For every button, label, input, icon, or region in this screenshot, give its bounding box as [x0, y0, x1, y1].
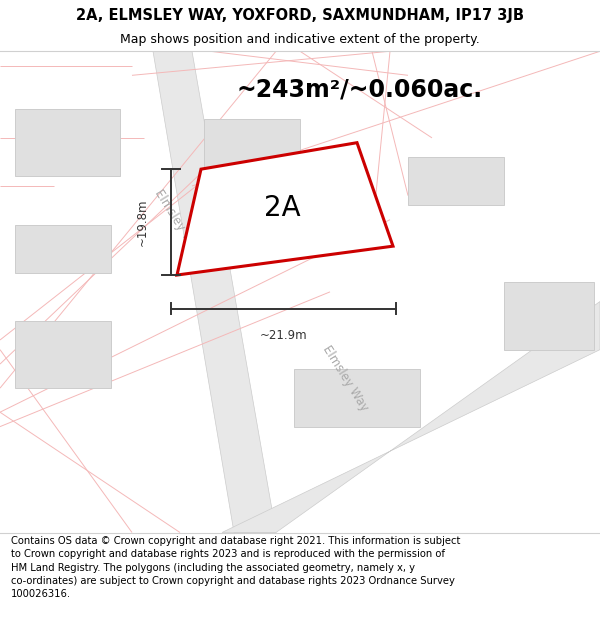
Polygon shape	[15, 109, 120, 176]
Text: 2A, ELMSLEY WAY, YOXFORD, SAXMUNDHAM, IP17 3JB: 2A, ELMSLEY WAY, YOXFORD, SAXMUNDHAM, IP…	[76, 8, 524, 23]
Polygon shape	[15, 224, 111, 272]
Polygon shape	[504, 282, 594, 349]
Polygon shape	[177, 142, 393, 275]
Text: ~243m²/~0.060ac.: ~243m²/~0.060ac.	[237, 78, 483, 102]
Text: 2A: 2A	[263, 194, 301, 222]
Polygon shape	[204, 119, 300, 167]
Polygon shape	[153, 51, 276, 532]
Text: ~19.8m: ~19.8m	[136, 198, 149, 246]
Polygon shape	[294, 369, 420, 427]
Text: Elmsley Way: Elmsley Way	[152, 187, 202, 258]
Polygon shape	[15, 321, 111, 388]
Text: Elmsley Way: Elmsley Way	[320, 343, 370, 414]
Text: Map shows position and indicative extent of the property.: Map shows position and indicative extent…	[120, 34, 480, 46]
Polygon shape	[222, 301, 600, 532]
Polygon shape	[408, 157, 504, 205]
Text: ~21.9m: ~21.9m	[260, 329, 307, 342]
Text: Contains OS data © Crown copyright and database right 2021. This information is : Contains OS data © Crown copyright and d…	[11, 536, 460, 599]
